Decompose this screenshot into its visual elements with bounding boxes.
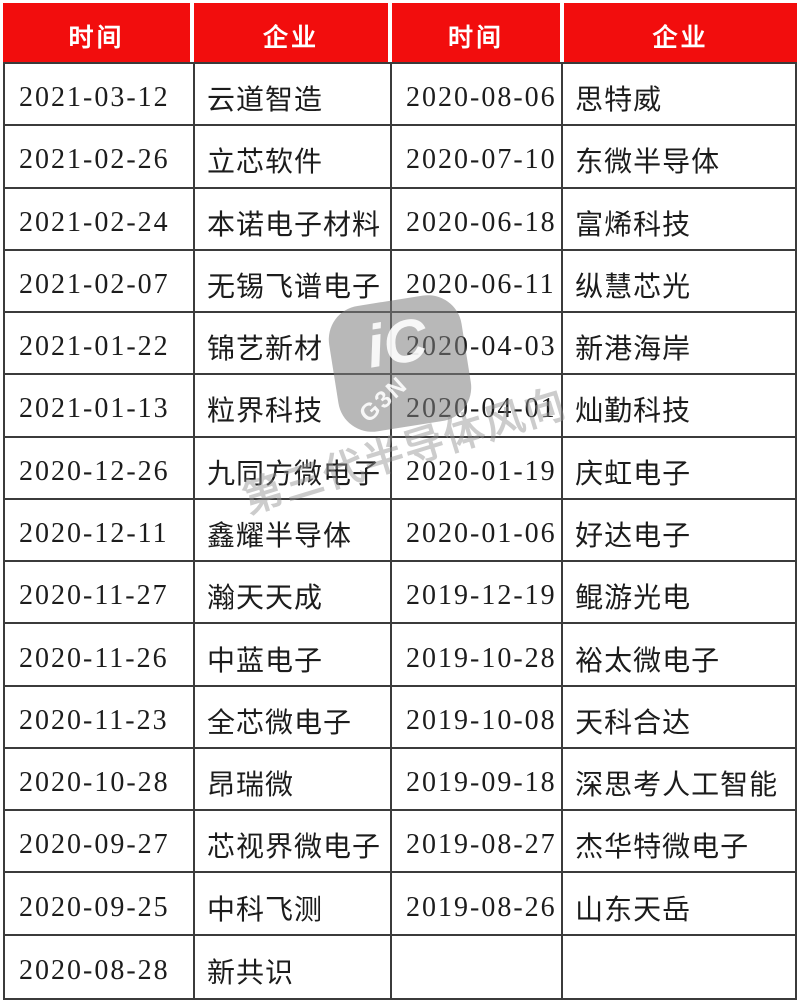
company-cell: 昂瑞微: [195, 748, 393, 812]
time-cell: 2019-08-26: [392, 873, 564, 936]
company-cell: 山东天岳: [563, 873, 795, 936]
company-cell: 天科合达: [563, 687, 795, 749]
time-cell: 2019-10-08: [392, 686, 564, 749]
company-cell: 思特威: [563, 64, 795, 127]
company-cell: 中蓝电子: [195, 624, 393, 687]
time-cell: 2020-12-26: [5, 437, 196, 500]
company-cell: 全芯微电子: [195, 686, 393, 749]
table-header-row: 时间 企业 时间 企业: [3, 3, 797, 62]
time-cell: [392, 935, 564, 998]
company-cell: 灿勤科技: [563, 375, 795, 438]
time-cell: 2020-11-23: [5, 686, 196, 749]
company-cell: 无锡飞谱电子: [195, 250, 393, 314]
time-cell: 2021-02-24: [5, 188, 196, 251]
company-cell: 新港海岸: [563, 313, 795, 376]
company-cell: 纵慧芯光: [563, 251, 795, 314]
header-time-left: 时间: [3, 3, 194, 62]
time-cell: 2020-04-01: [392, 375, 564, 438]
company-cell: 瀚天天成: [195, 562, 393, 625]
company-cell: [563, 936, 795, 998]
company-cell: 云道智造: [195, 64, 393, 127]
company-cell: 鲲游光电: [563, 562, 795, 625]
time-cell: 2020-12-11: [5, 499, 196, 563]
company-cell: 立芯软件: [195, 126, 393, 189]
table-body: 2021-03-12 云道智造 2020-08-06 思特威 2021-02-26 立芯软…: [3, 62, 797, 1000]
time-cell: 2020-11-26: [5, 624, 196, 687]
company-cell: 富烯科技: [563, 189, 795, 251]
header-company-left: 企业: [194, 3, 392, 62]
time-cell: 2021-03-12: [5, 64, 196, 127]
time-cell: 2019-08-27: [392, 811, 564, 874]
time-cell: 2021-01-13: [5, 375, 196, 438]
time-cell: 2021-01-22: [5, 313, 196, 376]
company-cell: 新共识: [195, 935, 393, 998]
time-cell: 2020-06-18: [392, 188, 564, 251]
company-cell: 庆虹电子: [563, 438, 795, 500]
time-cell: 2020-01-19: [392, 437, 564, 500]
company-cell: 裕太微电子: [563, 624, 795, 687]
time-cell: 2019-09-18: [392, 748, 564, 812]
company-cell: 中科飞测: [195, 873, 393, 936]
time-cell: 2021-02-07: [5, 250, 196, 314]
header-time-right: 时间: [392, 3, 564, 62]
time-cell: 2020-04-03: [392, 313, 564, 376]
time-cell: 2020-08-06: [392, 64, 564, 127]
time-cell: 2020-07-10: [392, 126, 564, 189]
company-cell: 九同方微电子: [195, 437, 393, 500]
time-cell: 2020-08-28: [5, 935, 196, 998]
time-cell: 2020-09-27: [5, 811, 196, 874]
company-cell: 东微半导体: [563, 126, 795, 189]
time-cell: 2020-10-28: [5, 748, 196, 812]
company-cell: 锦艺新材: [195, 313, 393, 376]
company-cell: 本诺电子材料: [195, 188, 393, 251]
company-cell: 好达电子: [563, 500, 795, 563]
time-cell: 2020-09-25: [5, 873, 196, 936]
time-cell: 2020-06-11: [392, 250, 564, 314]
company-cell: 鑫耀半导体: [195, 499, 393, 563]
header-company-right: 企业: [564, 3, 797, 62]
company-cell: 深思考人工智能: [563, 749, 795, 812]
company-cell: 杰华特微电子: [563, 811, 795, 874]
time-cell: 2021-02-26: [5, 126, 196, 189]
time-cell: 2020-11-27: [5, 562, 196, 625]
company-cell: 芯视界微电子: [195, 811, 393, 874]
time-cell: 2019-12-19: [392, 562, 564, 625]
time-cell: 2020-01-06: [392, 499, 564, 563]
company-cell: 粒界科技: [195, 375, 393, 438]
time-cell: 2019-10-28: [392, 624, 564, 687]
